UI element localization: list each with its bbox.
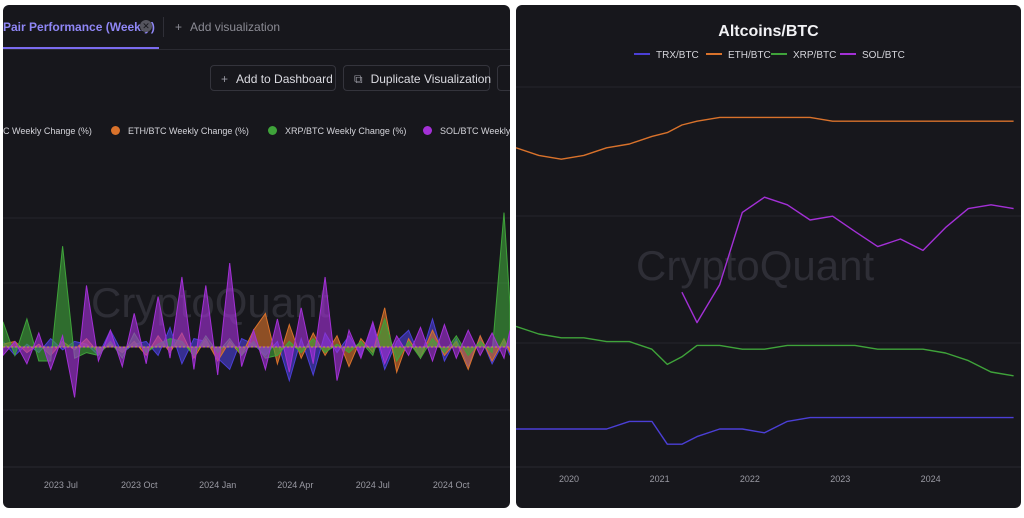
x-tick-label: 2024 bbox=[921, 474, 941, 484]
legend-dot-xrp bbox=[268, 126, 277, 135]
legend-line-trx bbox=[634, 53, 650, 55]
legend-item-sol[interactable]: SOL/BTC Weekly C bbox=[423, 126, 510, 136]
weekly-performance-panel: Pair Performance (Weekly) ✕ + Add visuali… bbox=[3, 5, 510, 508]
plus-icon: + bbox=[221, 72, 229, 86]
legend-label-xrp-btc: XRP/BTC bbox=[793, 50, 837, 61]
legend-item-trx-btc[interactable]: TRX/BTC bbox=[634, 50, 699, 61]
series-area-sol bbox=[3, 262, 510, 398]
legend-line-xrp bbox=[771, 53, 787, 55]
watermark: CryptoQuant bbox=[636, 242, 874, 289]
legend-item-eth-btc[interactable]: ETH/BTC bbox=[706, 50, 771, 61]
close-icon[interactable]: ✕ bbox=[140, 20, 152, 32]
more-options-button[interactable] bbox=[497, 65, 510, 91]
legend-item-eth[interactable]: ETH/BTC Weekly Change (%) bbox=[111, 126, 249, 136]
legend-item-xrp-btc[interactable]: XRP/BTC bbox=[771, 50, 836, 61]
legend-dot-sol bbox=[423, 126, 432, 135]
legend-dot-eth bbox=[111, 126, 120, 135]
altcoins-btc-chart: CryptoQuant 2020 2021 2022 2023 2024 bbox=[516, 86, 1021, 484]
add-to-dashboard-button[interactable]: + Add to Dashboard bbox=[210, 65, 336, 91]
series-line-eth bbox=[516, 116, 1014, 160]
tab-divider bbox=[163, 17, 164, 37]
legend-label-trx-btc: TRX/BTC bbox=[656, 50, 699, 61]
tab-bar: Pair Performance (Weekly) ✕ + Add visuali… bbox=[3, 5, 510, 50]
legend-item-trx[interactable]: C Weekly Change (%) bbox=[3, 126, 92, 136]
duplicate-icon: ⧉ bbox=[354, 72, 363, 86]
series-line-xrp bbox=[516, 325, 1014, 377]
tab-label: Pair Performance (Weekly) bbox=[3, 20, 155, 34]
altcoins-btc-panel: Altcoins/BTC TRX/BTC ETH/BTC XRP/BTC SOL… bbox=[516, 5, 1021, 508]
legend-label-xrp: XRP/BTC Weekly Change (%) bbox=[285, 126, 407, 136]
legend-label-sol-btc: SOL/BTC bbox=[862, 50, 905, 61]
legend-item-xrp[interactable]: XRP/BTC Weekly Change (%) bbox=[268, 126, 406, 136]
x-tick-label: 2024 Jan bbox=[199, 480, 236, 490]
legend-label-trx: C Weekly Change (%) bbox=[3, 126, 92, 136]
duplicate-visualization-button[interactable]: ⧉ Duplicate Visualization bbox=[343, 65, 492, 91]
x-tick-label: 2021 bbox=[650, 474, 670, 484]
series-line-sol bbox=[681, 196, 1014, 324]
x-tick-label: 2023 Oct bbox=[121, 480, 158, 490]
x-tick-label: 2020 bbox=[559, 474, 579, 484]
x-tick-label: 2023 bbox=[830, 474, 850, 484]
series-line-trx bbox=[516, 416, 1014, 445]
plus-icon: + bbox=[175, 20, 183, 34]
legend-label-sol: SOL/BTC Weekly C bbox=[440, 126, 510, 136]
x-tick-label: 2024 Apr bbox=[277, 480, 313, 490]
legend-line-eth bbox=[706, 53, 722, 55]
legend-label-eth: ETH/BTC Weekly Change (%) bbox=[128, 126, 249, 136]
chart-title: Altcoins/BTC bbox=[718, 23, 819, 40]
x-tick-label: 2024 Jul bbox=[356, 480, 390, 490]
duplicate-visualization-label: Duplicate Visualization bbox=[370, 72, 492, 86]
weekly-change-chart: CryptoQuant 2023 Jul 2023 Oct 2024 Jan 2024… bbox=[3, 212, 510, 490]
legend-item-sol-btc[interactable]: SOL/BTC bbox=[840, 50, 905, 61]
add-to-dashboard-label: Add to Dashboard bbox=[236, 72, 333, 86]
x-tick-label: 2023 Jul bbox=[44, 480, 78, 490]
legend-label-eth-btc: ETH/BTC bbox=[728, 50, 771, 61]
add-visualization-label: Add visualization bbox=[190, 20, 281, 34]
legend-line-sol bbox=[840, 53, 856, 55]
x-tick-label: 2024 Oct bbox=[433, 480, 470, 490]
add-visualization-tab[interactable]: + Add visualization bbox=[175, 20, 280, 34]
x-tick-label: 2022 bbox=[740, 474, 760, 484]
tab-pair-performance[interactable]: Pair Performance (Weekly) ✕ bbox=[3, 5, 159, 49]
